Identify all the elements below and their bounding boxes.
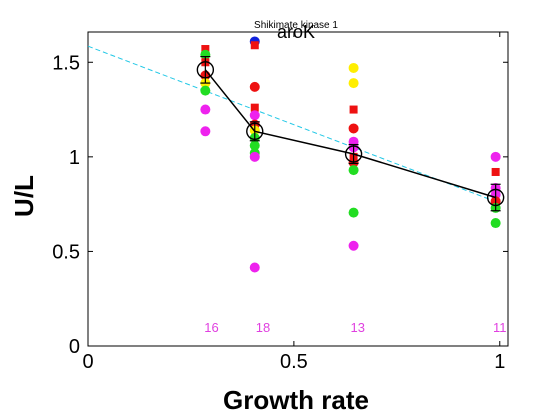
x-axis-label: Growth rate [223, 385, 369, 415]
count-label: 13 [350, 320, 364, 335]
replicate-point-square [492, 168, 500, 176]
replicate-point [200, 126, 210, 136]
y-tick-label: 1 [69, 147, 80, 169]
replicate-point [250, 110, 260, 120]
replicate-point [200, 105, 210, 115]
replicate-point [491, 218, 501, 228]
count-label: 18 [256, 320, 270, 335]
replicate-point [250, 82, 260, 92]
replicate-point [349, 63, 359, 73]
replicate-point-square [251, 41, 259, 49]
replicate-point [250, 263, 260, 273]
y-tick-label: 0 [69, 336, 80, 358]
replicate-point-square [350, 106, 358, 114]
y-tick-label: 0.5 [52, 241, 80, 263]
count-label: 11 [493, 320, 507, 335]
replicate-point [250, 152, 260, 162]
x-tick-label: 1 [494, 351, 505, 373]
replicate-point [491, 152, 501, 162]
x-tick-label: 0 [82, 351, 93, 373]
chart-subtitle: Shikimate kinase 1 [254, 20, 338, 31]
replicate-point [349, 123, 359, 133]
replicate-point [349, 208, 359, 218]
replicate-point [349, 165, 359, 175]
replicate-point [200, 86, 210, 96]
y-axis-label: U/L [9, 175, 39, 217]
replicate-point [349, 78, 359, 88]
count-label: 16 [204, 320, 218, 335]
replicate-point [349, 241, 359, 251]
x-tick-label: 0.5 [280, 351, 308, 373]
y-tick-label: 1.5 [52, 52, 80, 74]
